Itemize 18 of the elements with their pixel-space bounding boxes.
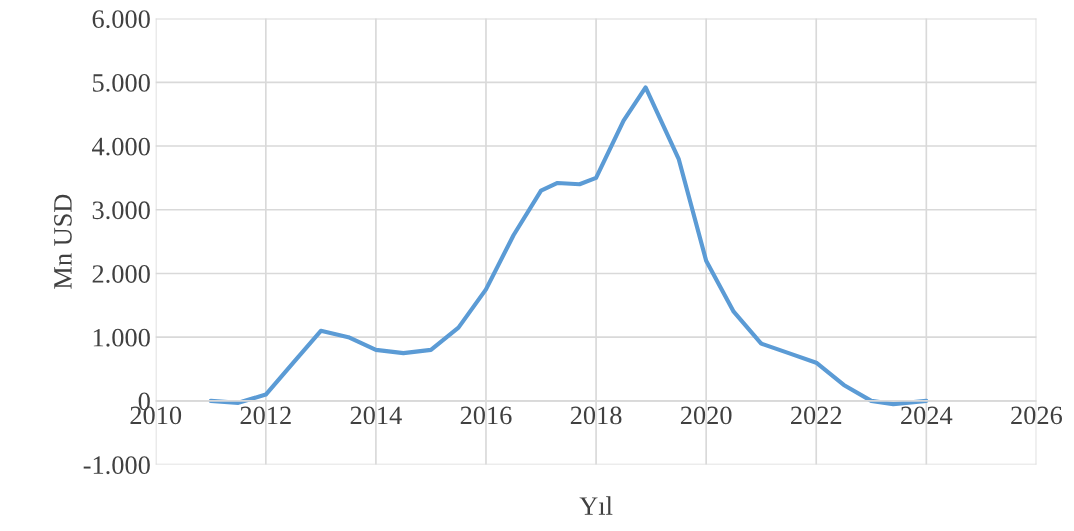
y-tick-label: 1.000 bbox=[93, 328, 150, 347]
x-tick-label: 2012 bbox=[240, 406, 291, 425]
x-tick-label: 2022 bbox=[791, 406, 842, 425]
x-tick-label: 2020 bbox=[680, 406, 732, 425]
y-tick-label: -1.000 bbox=[83, 456, 150, 475]
x-tick-label: 2026 bbox=[1011, 406, 1063, 425]
y-tick-label: 3.000 bbox=[92, 201, 150, 220]
y-tick-label: 5.000 bbox=[93, 73, 150, 92]
y-axis-title: Mn USD bbox=[54, 194, 72, 289]
x-axis-title: Yıl bbox=[579, 496, 613, 515]
x-tick-label: 2014 bbox=[350, 406, 402, 425]
y-tick-label: 4.000 bbox=[92, 137, 150, 156]
x-tick-label: 2024 bbox=[901, 406, 953, 425]
x-tick-label: 2018 bbox=[570, 406, 622, 425]
y-tick-label: 2.000 bbox=[92, 265, 150, 283]
y-tick-label: 6.000 bbox=[92, 10, 150, 29]
x-tick-label: 2016 bbox=[460, 406, 512, 425]
line-series bbox=[208, 85, 929, 407]
